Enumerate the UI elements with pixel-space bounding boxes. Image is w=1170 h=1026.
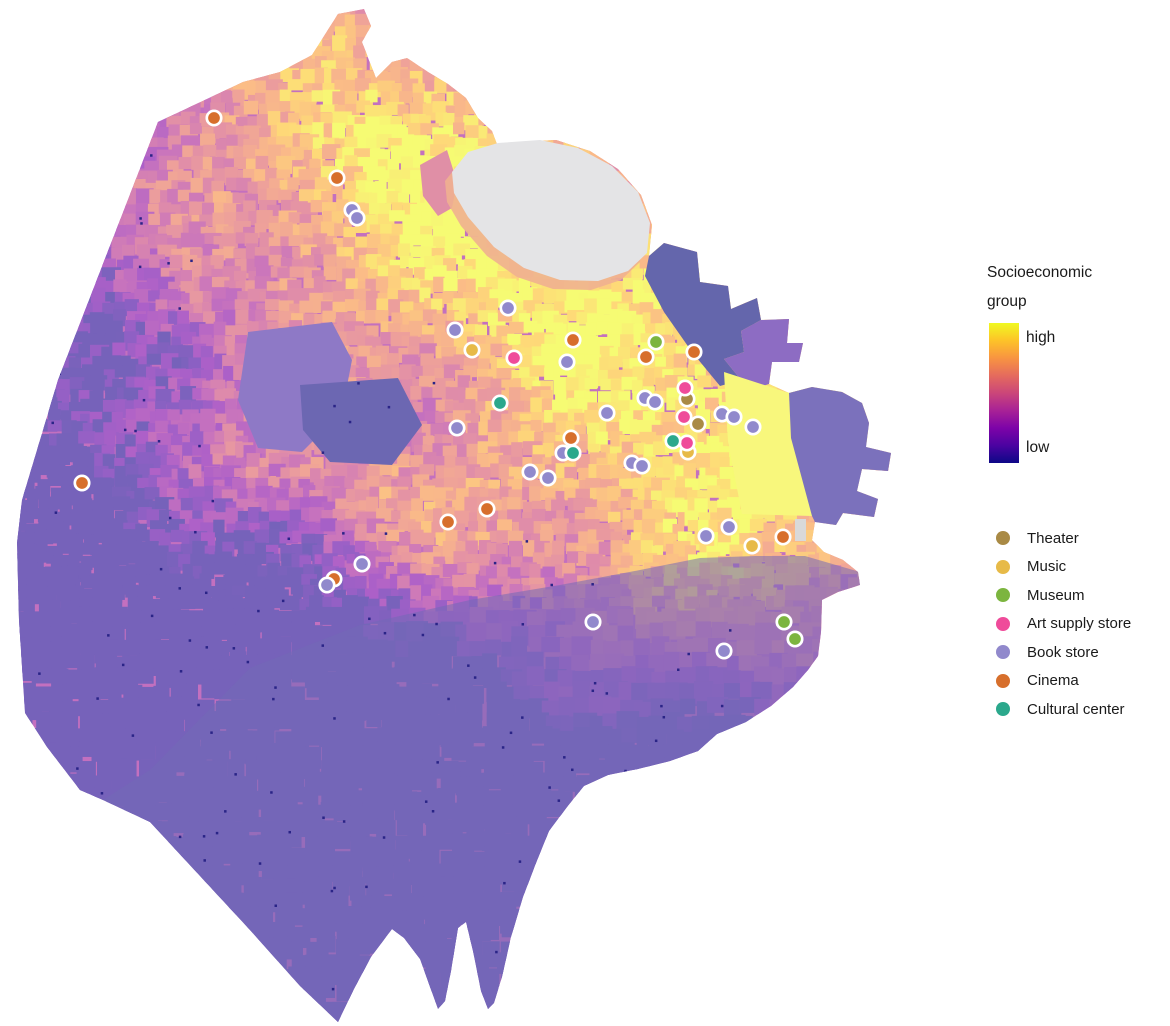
legend-item-book_store: Book store: [996, 638, 1131, 667]
venue-point-book_store: [633, 457, 651, 475]
city-choropleth-map: [17, 9, 891, 1022]
legend-label-theater: Theater: [1027, 529, 1079, 547]
venue-point-cultural_center: [664, 432, 682, 450]
venue-point-music: [463, 341, 481, 359]
venue-point-book_store: [539, 469, 557, 487]
legend-item-art_supply_store: Art supply store: [996, 610, 1131, 639]
flat-dark-patch: [300, 378, 422, 465]
venue-point-book_store: [448, 419, 466, 437]
legend-item-museum: Museum: [996, 581, 1131, 610]
legend-label-book_store: Book store: [1027, 643, 1099, 661]
venue-point-cinema: [205, 109, 223, 127]
legend-item-cultural_center: Cultural center: [996, 695, 1131, 724]
venue-point-art_supply_store: [676, 379, 694, 397]
colorbar-low-label: low: [1026, 439, 1050, 456]
venue-point-cultural_center: [564, 444, 582, 462]
venue-point-cultural_center: [491, 394, 509, 412]
legend-swatch-cultural_center: [996, 702, 1010, 717]
venue-points: [73, 109, 804, 660]
riverside-high-strip: [724, 372, 814, 516]
venue-point-museum: [775, 613, 793, 631]
colorbar-title: Socioeconomic group: [987, 258, 1167, 316]
legend-label-music: Music: [1027, 558, 1067, 576]
colorbar-title-line1: Socioeconomic: [987, 264, 1093, 281]
southeast-district: [789, 387, 891, 525]
colorbar-title-line2: group: [987, 293, 1027, 310]
legend-item-music: Music: [996, 553, 1131, 582]
venue-point-art_supply_store: [505, 349, 523, 367]
venue-point-book_store: [348, 209, 366, 227]
venue-point-cinema: [439, 513, 457, 531]
venue-point-cinema: [774, 528, 792, 546]
venue-point-cinema: [328, 169, 346, 187]
dock-area-slate: [645, 243, 761, 386]
legend-label-cultural_center: Cultural center: [1027, 700, 1125, 718]
legend-swatch-music: [996, 559, 1010, 574]
venue-point-book_store: [353, 555, 371, 573]
legend-swatch-cinema: [996, 673, 1010, 688]
legend-item-cinema: Cinema: [996, 667, 1131, 696]
colorbar-gradient: [989, 323, 1019, 463]
venue-point-book_store: [499, 299, 517, 317]
venue-point-book_store: [558, 353, 576, 371]
category-legend: Theater Music Museum Art supply store Book s…: [996, 524, 1131, 724]
venue-point-cinema: [478, 500, 496, 518]
venue-point-book_store: [318, 576, 336, 594]
venue-point-book_store: [715, 642, 733, 660]
venue-point-museum: [786, 630, 804, 648]
venue-point-book_store: [725, 408, 743, 426]
venue-point-art_supply_store: [675, 408, 693, 426]
venue-point-book_store: [720, 518, 738, 536]
dock-area-purple: [724, 319, 803, 389]
south-lowvalue-area: [103, 556, 860, 1022]
venue-point-book_store: [744, 418, 762, 436]
venue-point-theater: [689, 415, 707, 433]
legend-label-cinema: Cinema: [1027, 672, 1079, 690]
colorbar-legend: Socioeconomic group high low: [987, 258, 1167, 463]
legend-swatch-museum: [996, 588, 1010, 603]
venue-point-book_store: [446, 321, 464, 339]
legend-swatch-theater: [996, 531, 1010, 546]
venue-point-cinema: [73, 474, 91, 492]
venue-point-book_store: [584, 613, 602, 631]
legend-item-theater: Theater: [996, 524, 1131, 553]
venue-point-cinema: [685, 343, 703, 361]
legend-label-art_supply_store: Art supply store: [1027, 615, 1132, 633]
gray-nodata-area: [452, 140, 650, 281]
venue-point-museum: [647, 333, 665, 351]
venue-point-art_supply_store: [678, 434, 696, 452]
legend-swatch-book_store: [996, 645, 1010, 660]
venue-point-book_store: [646, 393, 664, 411]
venue-point-book_store: [521, 463, 539, 481]
venue-point-cinema: [564, 331, 582, 349]
colorbar-high-label: high: [1026, 329, 1056, 346]
legend-label-museum: Museum: [1027, 586, 1085, 604]
small-gray-block: [795, 519, 806, 541]
venue-point-book_store: [598, 404, 616, 422]
legend-swatch-art_supply_store: [996, 616, 1010, 631]
venue-point-cinema: [562, 429, 580, 447]
venue-point-music: [743, 537, 761, 555]
venue-point-cinema: [637, 348, 655, 366]
venue-point-book_store: [697, 527, 715, 545]
